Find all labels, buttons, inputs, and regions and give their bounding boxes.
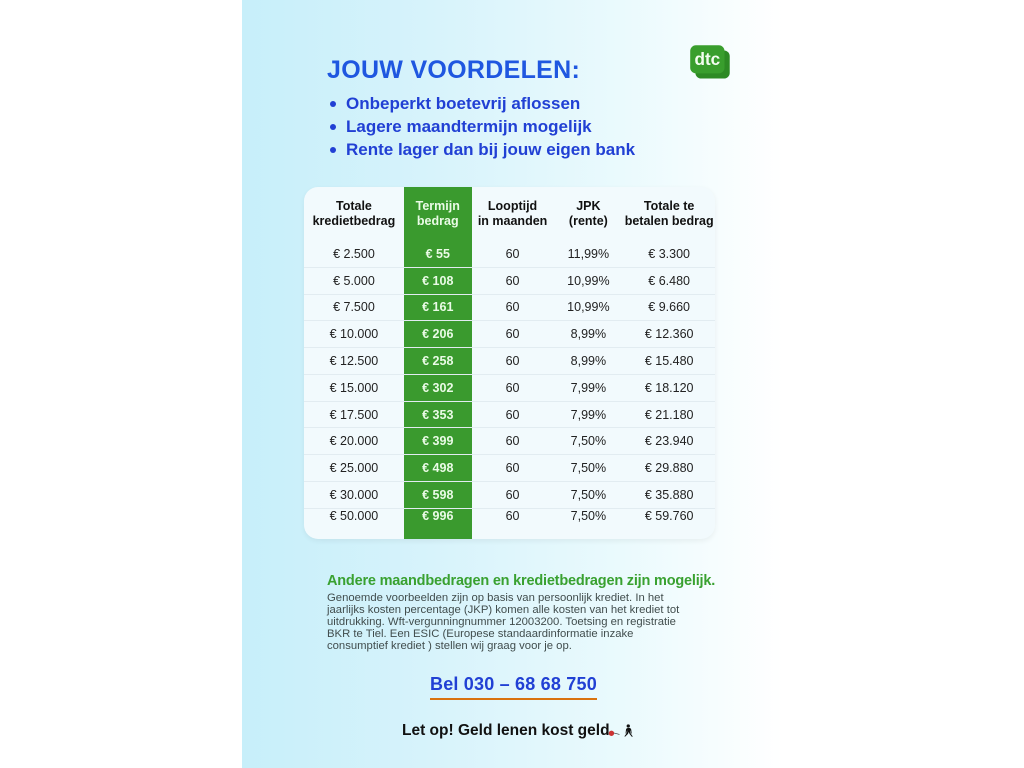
svg-text:dtc: dtc: [694, 49, 720, 69]
